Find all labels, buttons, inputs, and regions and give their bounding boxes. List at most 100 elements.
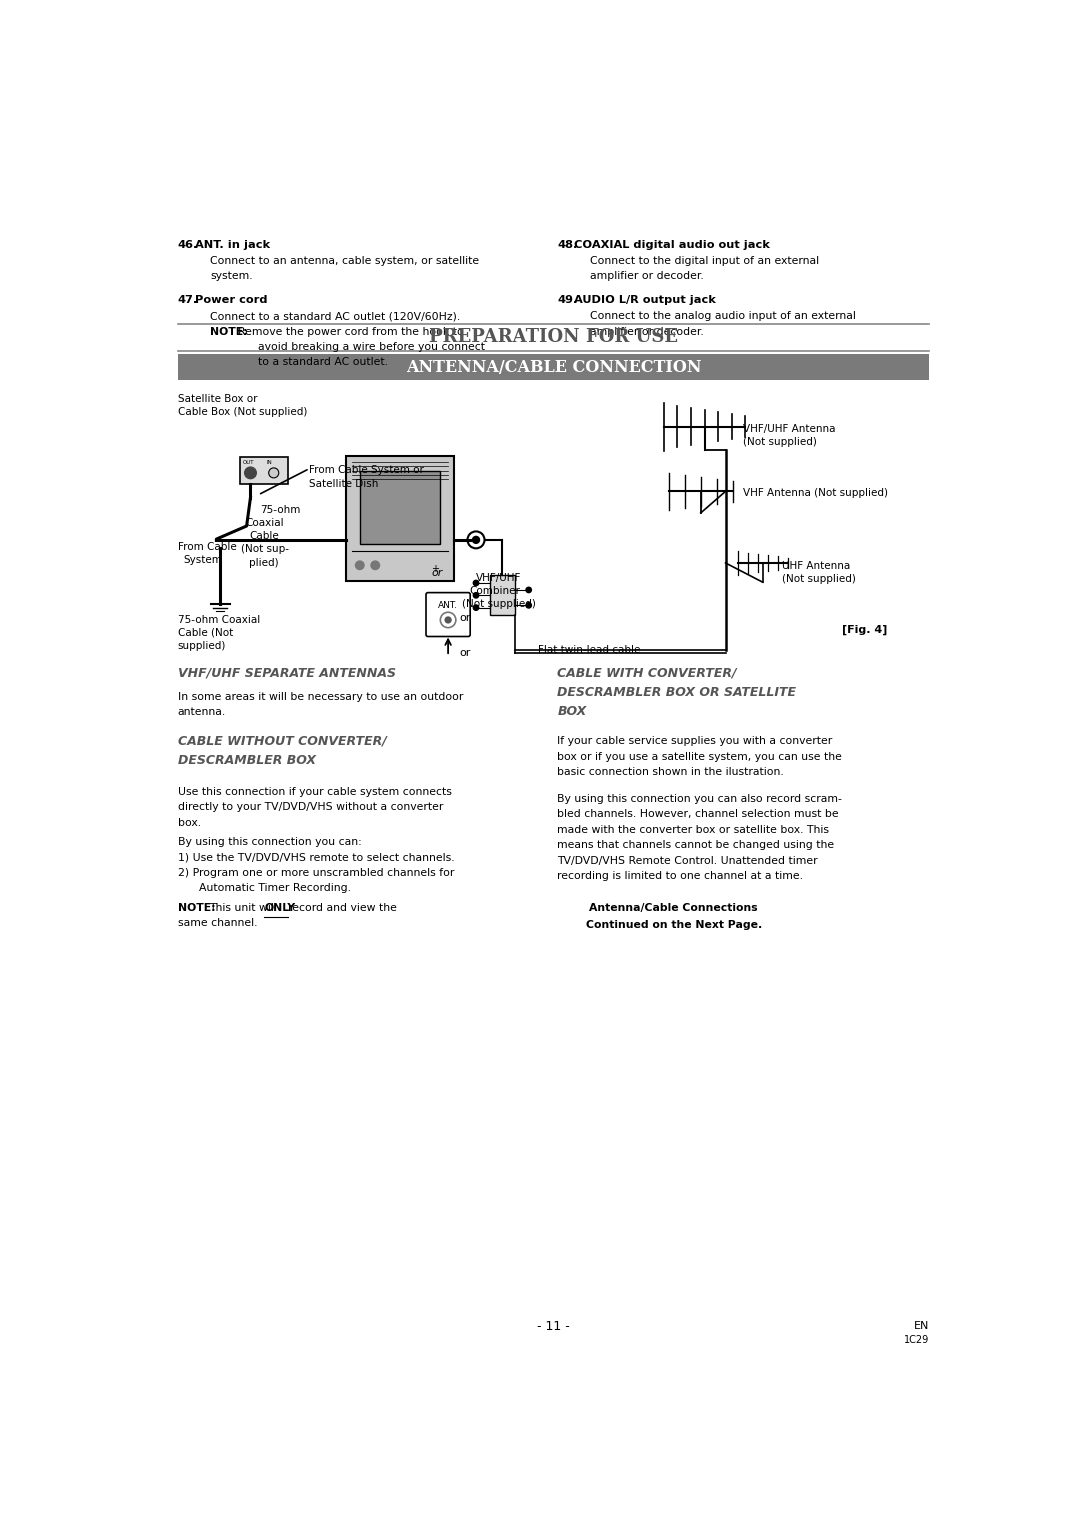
Text: CABLE WITHOUT CONVERTER/: CABLE WITHOUT CONVERTER/ — [177, 735, 387, 747]
Text: Flat twin-lead cable: Flat twin-lead cable — [538, 645, 640, 656]
Circle shape — [526, 587, 531, 593]
Text: Connect to the analog audio input of an external: Connect to the analog audio input of an … — [590, 312, 855, 321]
Bar — [490, 575, 515, 614]
Text: bled channels. However, channel selection must be: bled channels. However, channel selectio… — [557, 810, 839, 819]
Text: EN: EN — [914, 1320, 930, 1331]
Text: - 11 -: - 11 - — [537, 1320, 570, 1332]
Text: Cable (Not: Cable (Not — [177, 628, 233, 637]
Bar — [240, 457, 287, 484]
Text: amplifier or decoder.: amplifier or decoder. — [590, 270, 704, 281]
Text: CABLE WITH CONVERTER/: CABLE WITH CONVERTER/ — [557, 666, 737, 680]
Text: +: + — [431, 564, 438, 575]
Text: 1C29: 1C29 — [904, 1334, 930, 1345]
Text: antenna.: antenna. — [177, 707, 226, 717]
Text: plied): plied) — [248, 558, 279, 567]
Circle shape — [355, 561, 364, 570]
Circle shape — [473, 605, 478, 610]
Circle shape — [372, 561, 379, 570]
Circle shape — [269, 468, 279, 478]
Text: By using this connection you can:: By using this connection you can: — [177, 837, 362, 847]
Text: ANT. in jack: ANT. in jack — [194, 240, 270, 249]
Text: 2) Program one or more unscrambled channels for: 2) Program one or more unscrambled chann… — [177, 868, 454, 879]
Text: box or if you use a satellite system, you can use the: box or if you use a satellite system, yo… — [557, 752, 842, 761]
Text: record and view the: record and view the — [288, 903, 397, 912]
Circle shape — [473, 581, 478, 585]
Text: DESCRAMBLER BOX: DESCRAMBLER BOX — [177, 753, 315, 767]
Text: recording is limited to one channel at a time.: recording is limited to one channel at a… — [557, 871, 804, 882]
Text: 1) Use the TV/DVD/VHS remote to select channels.: 1) Use the TV/DVD/VHS remote to select c… — [177, 853, 455, 862]
Text: ONLY: ONLY — [265, 903, 296, 912]
Text: DESCRAMBLER BOX OR SATELLITE: DESCRAMBLER BOX OR SATELLITE — [557, 686, 796, 700]
Text: (Not supplied): (Not supplied) — [782, 573, 856, 584]
Text: VHF/UHF: VHF/UHF — [476, 573, 522, 584]
Text: TV/DVD/VHS Remote Control. Unattended timer: TV/DVD/VHS Remote Control. Unattended ti… — [557, 856, 818, 865]
Circle shape — [245, 468, 256, 478]
Text: avoid breaking a wire before you connect: avoid breaking a wire before you connect — [258, 342, 485, 351]
Text: ANTENNA/CABLE CONNECTION: ANTENNA/CABLE CONNECTION — [406, 359, 701, 376]
Text: directly to your TV/DVD/VHS without a converter: directly to your TV/DVD/VHS without a co… — [177, 802, 443, 813]
Text: Satellite Box or: Satellite Box or — [177, 394, 257, 403]
Text: Satellite Dish: Satellite Dish — [309, 480, 379, 489]
Bar — [360, 471, 441, 544]
Text: Use this connection if your cable system connects: Use this connection if your cable system… — [177, 787, 451, 798]
Text: NOTE:: NOTE: — [211, 327, 247, 336]
Text: AUDIO L/R output jack: AUDIO L/R output jack — [575, 295, 716, 306]
Text: made with the converter box or satellite box. This: made with the converter box or satellite… — [557, 825, 829, 834]
Text: box.: box. — [177, 817, 201, 828]
Text: supplied): supplied) — [177, 640, 226, 651]
Text: 75-ohm: 75-ohm — [260, 506, 301, 515]
Circle shape — [445, 617, 451, 623]
Text: 46.: 46. — [177, 240, 198, 249]
Text: or: or — [459, 648, 470, 657]
Text: System: System — [184, 555, 222, 565]
Text: [Fig. 4]: [Fig. 4] — [841, 625, 887, 634]
Text: Automatic Timer Recording.: Automatic Timer Recording. — [200, 883, 351, 894]
Circle shape — [526, 602, 531, 608]
Text: to a standard AC outlet.: to a standard AC outlet. — [258, 358, 388, 367]
Text: Combiner: Combiner — [470, 587, 521, 596]
Text: By using this connection you can also record scram-: By using this connection you can also re… — [557, 795, 842, 804]
Text: UHF Antenna: UHF Antenna — [782, 561, 850, 570]
Text: VHF/UHF SEPARATE ANTENNAS: VHF/UHF SEPARATE ANTENNAS — [177, 666, 395, 680]
Text: BOX: BOX — [557, 706, 586, 718]
Text: VHF/UHF Antenna: VHF/UHF Antenna — [743, 425, 836, 434]
Circle shape — [473, 536, 480, 544]
Text: OUT: OUT — [243, 460, 254, 465]
Text: (Not supplied): (Not supplied) — [462, 599, 536, 610]
Text: From Cable: From Cable — [177, 542, 237, 552]
Text: VHF Antenna (Not supplied): VHF Antenna (Not supplied) — [743, 487, 889, 498]
Text: (Not sup-: (Not sup- — [241, 544, 289, 555]
Text: or: or — [431, 568, 443, 579]
FancyBboxPatch shape — [426, 593, 470, 637]
Text: This unit will: This unit will — [208, 903, 280, 912]
Text: 48.: 48. — [557, 240, 578, 249]
Text: 47.: 47. — [177, 295, 198, 306]
Text: If your cable service supplies you with a converter: If your cable service supplies you with … — [557, 736, 833, 746]
Text: means that channels cannot be changed using the: means that channels cannot be changed us… — [557, 840, 835, 850]
Text: ANT.: ANT. — [438, 602, 458, 611]
Text: system.: system. — [211, 270, 253, 281]
Text: Connect to the digital input of an external: Connect to the digital input of an exter… — [590, 255, 819, 266]
Text: Power cord: Power cord — [194, 295, 267, 306]
Text: amplifier or decoder.: amplifier or decoder. — [590, 327, 704, 336]
Text: Cable: Cable — [248, 532, 279, 541]
Bar — [177, 353, 930, 380]
Text: PREPARATION FOR USE: PREPARATION FOR USE — [429, 329, 678, 347]
Text: Connect to an antenna, cable system, or satellite: Connect to an antenna, cable system, or … — [211, 255, 480, 266]
Text: Continued on the Next Page.: Continued on the Next Page. — [585, 920, 761, 931]
Text: NOTE:: NOTE: — [177, 903, 215, 912]
Text: same channel.: same channel. — [177, 918, 257, 927]
Text: Antenna/Cable Connections: Antenna/Cable Connections — [590, 903, 758, 914]
Text: From Cable System or: From Cable System or — [309, 465, 424, 475]
Text: (Not supplied): (Not supplied) — [743, 437, 818, 448]
Text: basic connection shown in the ilustration.: basic connection shown in the ilustratio… — [557, 767, 784, 778]
Text: In some areas it will be necessary to use an outdoor: In some areas it will be necessary to us… — [177, 692, 463, 701]
Text: 49.: 49. — [557, 295, 578, 306]
Bar — [346, 455, 455, 581]
Text: COAXIAL digital audio out jack: COAXIAL digital audio out jack — [575, 240, 770, 249]
Text: Coaxial: Coaxial — [245, 518, 284, 529]
Text: Remove the power cord from the hook to: Remove the power cord from the hook to — [238, 327, 463, 336]
Text: Cable Box (Not supplied): Cable Box (Not supplied) — [177, 408, 307, 417]
Text: 75-ohm Coaxial: 75-ohm Coaxial — [177, 614, 260, 625]
Circle shape — [473, 593, 478, 597]
